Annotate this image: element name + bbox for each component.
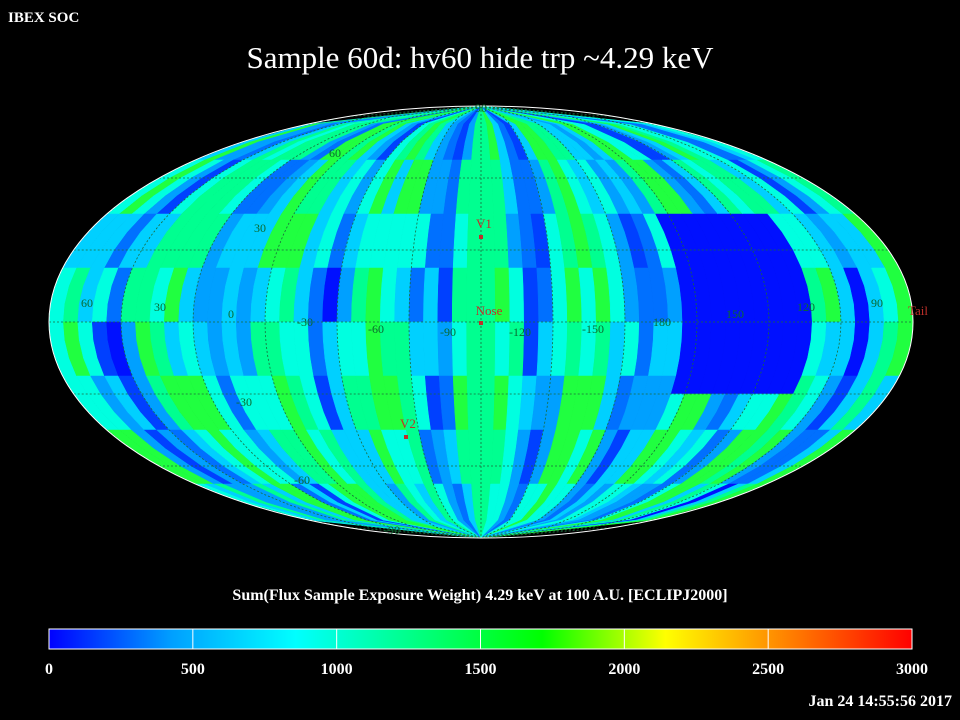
map-cell — [480, 519, 654, 538]
timestamp: Jan 24 14:55:56 2017 — [808, 693, 952, 710]
marker-nose-dot — [479, 321, 483, 325]
colorbar-tick-label: 0 — [45, 661, 53, 678]
meridian-tick-label: 120 — [797, 300, 815, 314]
map-grid-labels: 60 30 0 -30 -60 -90 -120 -150 180 150 120 90 90 60 30 -… — [81, 101, 883, 537]
meridian-tick-label: -150 — [582, 322, 604, 336]
map-markers: V1 Nose V2 Tail — [400, 216, 928, 439]
map-outline — [48, 105, 914, 539]
meridian-tick-label: -30 — [297, 315, 313, 329]
parallel-tick-label: -90 — [384, 523, 400, 537]
parallel-tick-label: -60 — [294, 473, 310, 487]
meridian-tick-label: 0 — [228, 307, 234, 321]
colorbar-tick-label: 2500 — [752, 661, 784, 678]
marker-v2-dot — [404, 435, 408, 439]
colorbar-tick-label: 1500 — [465, 661, 497, 678]
colorbar-tick-label: 1000 — [321, 661, 353, 678]
meridian-tick-label: -60 — [368, 322, 384, 336]
meridian-tick-label: 90 — [871, 296, 883, 310]
marker-v1-label: V1 — [476, 216, 492, 231]
colorbar-title: Sum(Flux Sample Exposure Weight) 4.29 ke… — [232, 587, 728, 604]
map-cell — [896, 303, 913, 323]
meridian-tick-label: 60 — [81, 296, 93, 310]
corner-label: IBEX SOC — [8, 10, 80, 26]
sky-map: 60 30 0 -30 -60 -90 -120 -150 180 150 120 90 90 60 30 -… — [48, 101, 928, 539]
meridian-line — [480, 106, 554, 538]
meridian-line — [480, 106, 698, 538]
marker-v1-dot — [479, 235, 483, 239]
marker-tail-label: Tail — [908, 303, 928, 318]
colorbar-tick-label: 3000 — [896, 661, 928, 678]
parallel-tick-label: -30 — [236, 395, 252, 409]
meridian-line — [480, 106, 842, 538]
parallel-tick-label: 30 — [254, 221, 266, 235]
meridian-tick-label: -120 — [509, 325, 531, 339]
marker-v2-label: V2 — [400, 416, 416, 431]
meridian-tick-label: -90 — [440, 325, 456, 339]
meridian-tick-label: 30 — [154, 300, 166, 314]
colorbar-tick-label: 2000 — [608, 661, 640, 678]
parallel-tick-label: 90 — [475, 101, 487, 115]
colorbar-tick-label: 500 — [181, 661, 205, 678]
parallel-tick-label: 60 — [329, 146, 341, 160]
map-title: Sample 60d: hv60 hide trp ~4.29 keV — [246, 40, 714, 75]
meridian-tick-label: 180 — [653, 315, 671, 329]
colorbar-ticks: 0 500 1000 1500 2000 2500 3000 — [45, 629, 928, 678]
meridian-tick-label: 150 — [726, 307, 744, 321]
marker-nose-label: Nose — [476, 303, 503, 318]
